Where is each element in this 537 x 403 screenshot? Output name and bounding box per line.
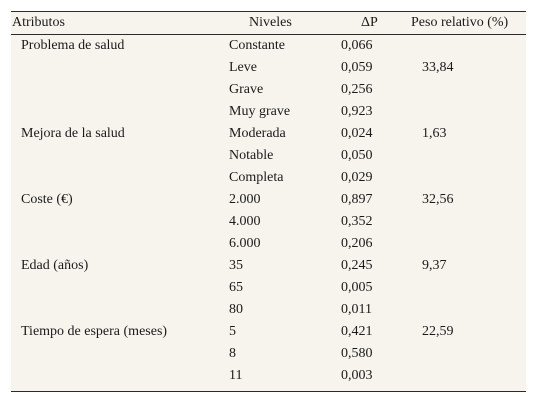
cell-delta-p: 0,059 <box>341 60 373 75</box>
cell-level: Constante <box>229 38 285 53</box>
header-divider <box>11 34 526 35</box>
cell-relative-weight: 32,56 <box>422 192 454 207</box>
cell-level: Moderada <box>229 126 286 141</box>
cell-delta-p: 0,003 <box>341 368 373 383</box>
cell-delta-p: 0,005 <box>341 280 373 295</box>
cell-attribute: Mejora de la salud <box>21 126 125 141</box>
cell-level: Muy grave <box>229 104 291 119</box>
cell-delta-p: 0,206 <box>341 236 373 251</box>
cell-delta-p: 0,050 <box>341 148 373 163</box>
cell-relative-weight: 9,37 <box>422 258 447 273</box>
cell-attribute: Edad (años) <box>21 258 89 273</box>
header-levels: Niveles <box>249 15 292 30</box>
cell-level: 35 <box>229 258 243 273</box>
cell-level: 6.000 <box>229 236 261 251</box>
cell-level: 8 <box>229 346 236 361</box>
cell-delta-p: 0,024 <box>341 126 373 141</box>
cell-level: 11 <box>229 368 243 383</box>
cell-delta-p: 0,897 <box>341 192 373 207</box>
header-attributes: Atributos <box>12 15 65 30</box>
cell-delta-p: 0,011 <box>341 302 372 317</box>
cell-level: Leve <box>229 60 257 75</box>
cell-attribute: Tiempo de espera (meses) <box>21 324 168 339</box>
cell-delta-p: 0,421 <box>341 324 373 339</box>
cell-level: 80 <box>229 302 243 317</box>
attributes-table: Atributos Niveles ΔP Peso relativo (%) P… <box>11 11 526 392</box>
cell-level: Completa <box>229 170 284 185</box>
cell-level: 65 <box>229 280 243 295</box>
cell-level: Grave <box>229 82 264 97</box>
cell-relative-weight: 33,84 <box>422 60 454 75</box>
header-delta-p: ΔP <box>361 15 378 30</box>
cell-delta-p: 0,580 <box>341 346 373 361</box>
cell-delta-p: 0,923 <box>341 104 373 119</box>
cell-level: 2.000 <box>229 192 261 207</box>
cell-relative-weight: 1,63 <box>422 126 447 141</box>
cell-level: Notable <box>229 148 274 163</box>
cell-delta-p: 0,245 <box>341 258 373 273</box>
cell-relative-weight: 22,59 <box>422 324 454 339</box>
cell-delta-p: 0,066 <box>341 38 373 53</box>
cell-delta-p: 0,256 <box>341 82 373 97</box>
cell-delta-p: 0,352 <box>341 214 373 229</box>
cell-attribute: Problema de salud <box>21 38 125 53</box>
header-relative-weight: Peso relativo (%) <box>411 15 509 30</box>
cell-delta-p: 0,029 <box>341 170 373 185</box>
cell-level: 4.000 <box>229 214 261 229</box>
cell-level: 5 <box>229 324 236 339</box>
cell-attribute: Coste (€) <box>21 192 73 207</box>
